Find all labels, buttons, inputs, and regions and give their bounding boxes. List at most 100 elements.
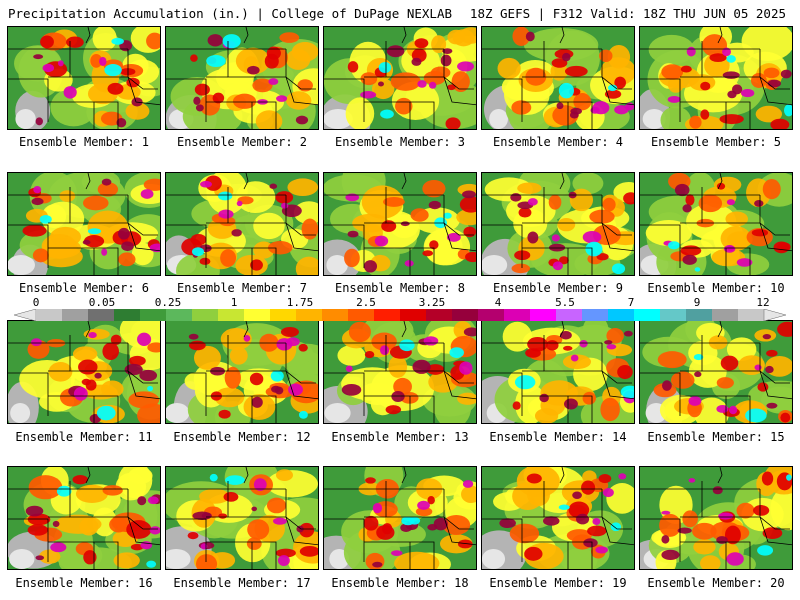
state-boundary <box>482 372 523 416</box>
state-boundary <box>759 516 792 546</box>
colorbar-tick-label: 9 <box>693 296 701 309</box>
state-boundary <box>285 343 316 384</box>
ensemble-member-map <box>323 172 477 276</box>
state-boundary <box>324 224 365 268</box>
precip-field <box>8 27 160 129</box>
state-boundary <box>522 395 593 423</box>
ensemble-member-caption: Ensemble Member: 4 <box>492 135 624 149</box>
ensemble-member-caption: Ensemble Member: 9 <box>492 281 624 295</box>
precip-field <box>482 321 634 423</box>
state-boundary <box>285 516 318 546</box>
precip-field <box>640 321 792 423</box>
colorbar-swatch <box>62 309 89 321</box>
state-boundary <box>443 516 476 546</box>
state-boundary <box>640 78 681 122</box>
colorbar-swatch <box>400 309 427 321</box>
ensemble-member-map <box>481 466 635 570</box>
state-boundary <box>127 222 160 252</box>
state-boundary <box>364 395 435 423</box>
state-boundary <box>443 489 474 530</box>
state-boundary <box>8 78 49 122</box>
state-boundary <box>8 518 49 562</box>
state-boundary <box>759 76 792 106</box>
ensemble-member-caption: Ensemble Member: 13 <box>331 430 469 444</box>
ensemble-member-map <box>165 172 319 276</box>
colorbar-swatch <box>374 309 401 321</box>
precip-field <box>640 467 792 569</box>
state-boundary <box>364 541 435 569</box>
ensemble-member-map <box>7 466 161 570</box>
ensemble-member-caption: Ensemble Member: 12 <box>173 430 311 444</box>
state-boundary <box>243 321 249 338</box>
state-boundary <box>759 195 790 236</box>
precip-field <box>166 173 318 275</box>
colorbar-swatch <box>608 309 635 321</box>
ensemble-member-map <box>639 466 793 570</box>
colorbar-tick-label: 12 <box>756 296 770 309</box>
ensemble-member-caption: Ensemble Member: 2 <box>176 135 308 149</box>
state-boundary <box>127 343 158 384</box>
state-boundary <box>127 516 160 546</box>
colorbar-max-arrow <box>763 309 786 321</box>
ensemble-member-map <box>323 466 477 570</box>
state-boundary <box>285 489 316 530</box>
precip-field <box>166 321 318 423</box>
ensemble-member-caption: Ensemble Member: 6 <box>18 281 150 295</box>
state-boundary <box>8 372 49 416</box>
state-boundary <box>285 195 316 236</box>
colorbar-tick-label: 2.5 <box>356 296 376 309</box>
state-boundary <box>243 467 249 484</box>
state-boundary <box>601 343 632 384</box>
state-boundary <box>285 370 318 400</box>
run-valid-time: 18Z GEFS | F312 Valid: 18Z THU JUN 05 20… <box>469 6 786 21</box>
state-boundary <box>680 395 751 423</box>
colorbar-swatch <box>582 309 609 321</box>
state-boundary <box>243 173 249 190</box>
ensemble-member-map <box>639 320 793 424</box>
ensemble-member-map <box>165 26 319 130</box>
state-boundary <box>127 489 158 530</box>
state-boundary <box>127 370 160 400</box>
ensemble-member-caption: Ensemble Member: 14 <box>489 430 627 444</box>
colorbar-swatch <box>504 309 531 321</box>
ensemble-member-caption: Ensemble Member: 15 <box>647 430 785 444</box>
ensemble-member-map <box>639 172 793 276</box>
state-boundary <box>601 222 634 252</box>
state-boundary <box>680 247 751 275</box>
precip-field <box>324 467 476 569</box>
state-boundary <box>324 372 365 416</box>
state-boundary <box>759 343 790 384</box>
state-boundary <box>364 101 435 129</box>
state-boundary <box>401 467 407 484</box>
precip-field <box>8 467 160 569</box>
ensemble-member-caption: Ensemble Member: 11 <box>15 430 153 444</box>
state-boundary <box>401 321 407 338</box>
state-boundary <box>640 372 681 416</box>
colorbar-swatch <box>712 309 739 321</box>
state-boundary <box>8 224 49 268</box>
state-boundary <box>324 78 365 122</box>
state-boundary <box>401 27 407 44</box>
product-title: Precipitation Accumulation (in.) | Colle… <box>8 6 453 21</box>
colorbar-tick-label: 0.05 <box>88 296 116 309</box>
state-boundary <box>166 518 207 562</box>
ensemble-member-caption: Ensemble Member: 20 <box>647 576 785 590</box>
state-boundary <box>206 395 277 423</box>
state-boundary <box>522 541 593 569</box>
ensemble-member-caption: Ensemble Member: 1 <box>18 135 150 149</box>
ensemble-member-map <box>323 26 477 130</box>
state-boundary <box>443 343 474 384</box>
colorbar-swatch <box>244 309 271 321</box>
state-boundary <box>601 516 634 546</box>
state-boundary <box>48 541 119 569</box>
colorbar-swatch <box>140 309 167 321</box>
state-boundary <box>559 173 565 190</box>
colorbar-swatch <box>36 309 63 321</box>
colorbar-tick-label: 4 <box>494 296 502 309</box>
state-boundary <box>127 49 158 90</box>
state-boundary <box>640 518 681 562</box>
ensemble-member-caption: Ensemble Member: 18 <box>331 576 469 590</box>
ensemble-member-map <box>639 26 793 130</box>
precip-field <box>640 27 792 129</box>
state-boundary <box>285 49 316 90</box>
